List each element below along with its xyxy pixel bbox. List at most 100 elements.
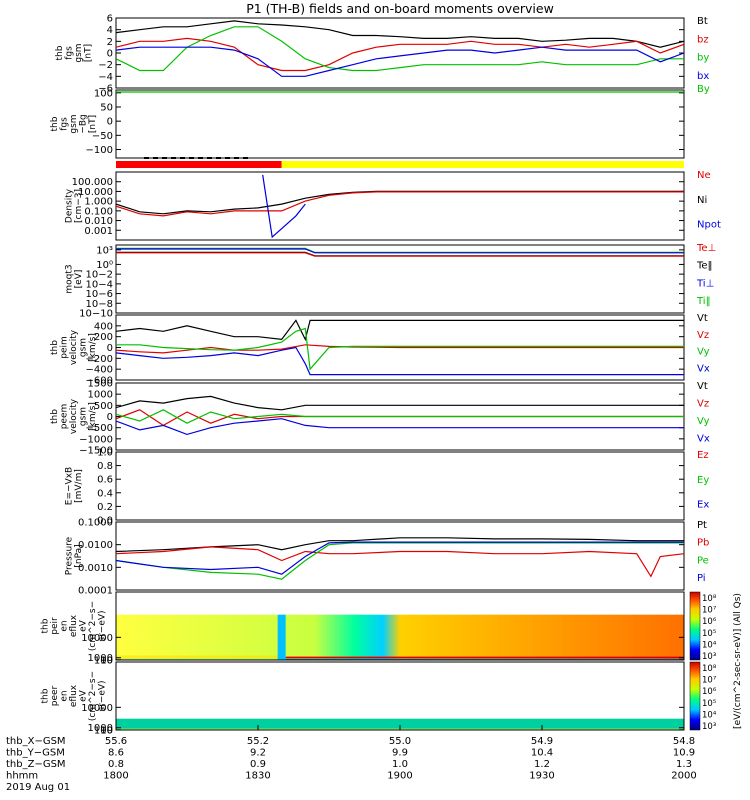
series-group xyxy=(116,247,684,257)
y-axis-label: peem xyxy=(60,404,70,430)
y-tick-label: 10−2 xyxy=(86,270,113,281)
y-tick-label: −200 xyxy=(86,354,113,365)
y-tick-label: 10−4 xyxy=(86,279,113,290)
x-row-value: 1.0 xyxy=(392,759,408,770)
y-tick-label: 2 xyxy=(107,37,113,48)
x-row-value: 55.0 xyxy=(389,736,411,747)
y-tick-label: 10³ xyxy=(96,245,113,256)
mode-bar-segment xyxy=(281,161,684,168)
mode-bar-marker xyxy=(207,157,212,159)
figure-title: P1 (TH-B) fields and on-board moments ov… xyxy=(246,1,554,16)
panel-frame xyxy=(115,591,685,661)
series-Vx xyxy=(116,418,684,436)
y-axis-label: velocity xyxy=(69,329,79,365)
legend-entry: Pb xyxy=(697,538,709,549)
mode-bar xyxy=(116,157,684,168)
y-tick-label: −50 xyxy=(92,131,113,142)
y-tick-label: 200 xyxy=(94,332,113,343)
series-by xyxy=(116,26,684,72)
series-Pb xyxy=(116,546,684,578)
mode-bar-marker xyxy=(153,157,158,159)
y-tick-label: −100 xyxy=(86,145,113,156)
series-Vt xyxy=(116,319,684,342)
series-group xyxy=(116,319,684,376)
y-tick-label: 0.100 xyxy=(84,206,113,217)
y-axis-label: [cm−3] xyxy=(74,189,84,223)
y-tick-label: 0.0001 xyxy=(78,586,113,597)
spectrogram-core xyxy=(116,655,282,660)
spectrogram-peer xyxy=(116,684,684,730)
y-axis-label: Pressure xyxy=(64,536,74,575)
y-axis-label: [eV] xyxy=(74,270,84,289)
mode-bar-marker xyxy=(189,157,194,159)
y-axis-label: eflux xyxy=(69,684,79,707)
mode-bar-marker xyxy=(171,157,176,159)
x-row-value: 0.8 xyxy=(108,759,124,770)
y-tick-label: 0 xyxy=(107,412,113,423)
y-tick-label: 400 xyxy=(94,321,113,332)
spectrogram-upper-band xyxy=(116,614,684,659)
mode-bar-marker xyxy=(162,157,167,159)
legend-entry: Ti⊥ xyxy=(696,278,714,289)
legend-entry: Te⊥ xyxy=(696,243,716,254)
y-tick-label: 0.4 xyxy=(97,488,113,499)
y-tick-label: 0.6 xyxy=(97,475,113,486)
colorbar-tick-label: 10⁶ xyxy=(702,617,717,627)
y-tick-label: 10 xyxy=(100,655,113,666)
colorbar-tick-label: 10⁷ xyxy=(702,676,717,686)
y-axis-label: gsm xyxy=(74,43,84,62)
legend-entry: Te‖ xyxy=(696,261,713,272)
y-axis-label: thb xyxy=(41,688,51,703)
y-axis-label: velocity xyxy=(69,398,79,434)
y-tick-label: 1500 xyxy=(88,379,113,390)
mode-bar-marker xyxy=(198,157,203,159)
colorbar-tick-label: 10⁵ xyxy=(702,629,716,639)
y-tick-label: 10⁰ xyxy=(96,260,113,271)
series-group xyxy=(116,537,684,580)
y-tick-label: 1000 xyxy=(88,723,113,734)
legend-entry: Pt xyxy=(697,520,707,531)
x-row-label: thb_X−GSM xyxy=(6,736,66,747)
legend-entry: By xyxy=(697,84,710,95)
y-tick-label: 10−8 xyxy=(86,299,113,310)
y-tick-label: 0.1000 xyxy=(78,518,113,529)
y-tick-label: −2 xyxy=(98,60,113,71)
colorbar-scale xyxy=(689,591,701,661)
y-tick-label: 10 xyxy=(100,725,113,736)
date-label: 2019 Aug 01 xyxy=(6,782,70,793)
y-tick-label: 0.0100 xyxy=(78,540,113,551)
y-axis-label: gsm xyxy=(69,114,79,133)
x-row-value: 8.6 xyxy=(108,748,124,759)
series-Pi xyxy=(116,541,684,575)
y-axis-label: [nT] xyxy=(83,44,93,62)
series-Pt xyxy=(116,537,684,553)
legend-entry: Ne xyxy=(697,170,711,181)
y-axis-label: [nT] xyxy=(88,115,98,133)
legend-entry: Pe xyxy=(697,555,709,566)
y-axis-label: thb xyxy=(41,618,51,633)
panel-frame xyxy=(115,521,685,591)
mode-bar-marker xyxy=(225,157,230,159)
y-axis-label: gsm xyxy=(79,338,89,357)
mode-bar-marker xyxy=(243,157,248,159)
panel-frame xyxy=(115,171,685,241)
y-axis-label: eflux xyxy=(69,614,79,637)
x-row-value: 55.6 xyxy=(105,736,127,747)
series-Vy xyxy=(116,327,684,371)
mode-bar-marker xyxy=(144,157,149,159)
legend-entry: Vx xyxy=(697,364,710,375)
y-tick-label: −600 xyxy=(86,376,113,387)
legend-entry: Vy xyxy=(697,416,710,427)
y-axis-label: en xyxy=(60,690,70,701)
y-tick-label: 1000 xyxy=(88,390,113,401)
colorbar-tick-label: 10³ xyxy=(702,652,716,662)
series-Ti⊥ xyxy=(116,248,684,254)
colorbar-tick-label: 10⁶ xyxy=(702,687,717,697)
y-axis-label: −Bg xyxy=(79,114,89,133)
series-group xyxy=(116,20,684,77)
y-tick-label: 10−10 xyxy=(79,309,113,320)
